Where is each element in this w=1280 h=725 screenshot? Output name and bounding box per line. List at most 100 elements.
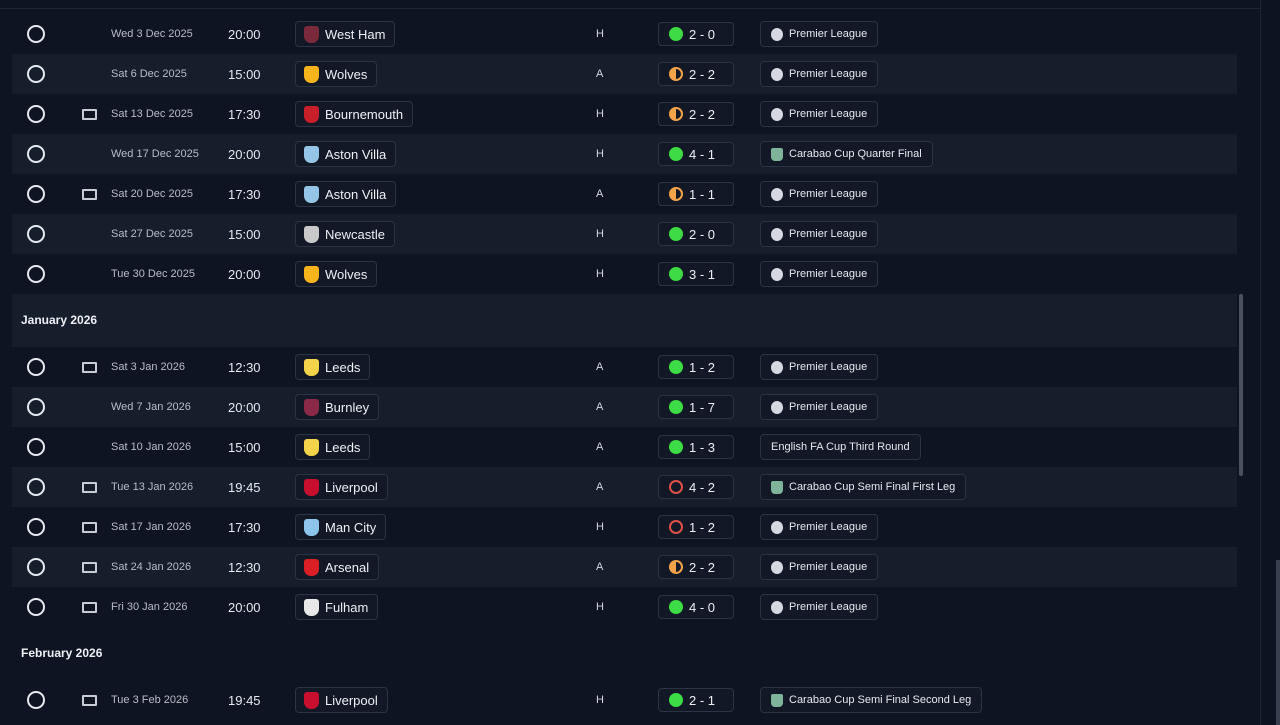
fixture-row[interactable]: Sat 6 Dec 2025 15:00 Wolves A 2 - 2 Premier L… xyxy=(12,54,1237,94)
select-cell[interactable] xyxy=(27,507,45,547)
fixture-row[interactable]: Sat 27 Dec 2025 15:00 Newcastle H 2 - 0 Premi… xyxy=(12,214,1237,254)
select-radio[interactable] xyxy=(27,225,45,243)
score-button[interactable]: 1 - 2 xyxy=(658,515,734,539)
select-radio[interactable] xyxy=(27,65,45,83)
score-cell[interactable]: 4 - 2 xyxy=(658,467,734,507)
competition-button[interactable]: Premier League xyxy=(760,181,879,207)
opponent-button[interactable]: Aston Villa xyxy=(295,141,397,167)
competition-cell[interactable]: Premier League xyxy=(760,507,879,547)
select-radio[interactable] xyxy=(27,265,45,283)
select-cell[interactable] xyxy=(27,94,45,134)
select-radio[interactable] xyxy=(27,691,45,709)
score-cell[interactable]: 1 - 2 xyxy=(658,507,734,547)
fixture-row[interactable]: Tue 13 Jan 2026 19:45 Liverpool A 4 - 2 Carab… xyxy=(12,467,1237,507)
opponent-button[interactable]: Leeds xyxy=(295,434,371,460)
score-cell[interactable]: 2 - 2 xyxy=(658,94,734,134)
opponent-button[interactable]: Wolves xyxy=(295,61,378,87)
select-cell[interactable] xyxy=(27,467,45,507)
select-cell[interactable] xyxy=(27,587,45,627)
score-cell[interactable]: 1 - 1 xyxy=(658,174,734,214)
select-radio[interactable] xyxy=(27,598,45,616)
fixture-row[interactable]: Wed 3 Dec 2025 20:00 West Ham H 2 - 0 Premier… xyxy=(12,14,1237,54)
select-radio[interactable] xyxy=(27,518,45,536)
competition-button[interactable]: Premier League xyxy=(760,101,879,127)
competition-button[interactable]: Premier League xyxy=(760,594,879,620)
select-cell[interactable] xyxy=(27,387,45,427)
select-cell[interactable] xyxy=(27,427,45,467)
opponent-button[interactable]: Fulham xyxy=(295,594,379,620)
opponent-cell[interactable]: Aston Villa xyxy=(295,134,397,174)
select-cell[interactable] xyxy=(27,134,45,174)
select-radio[interactable] xyxy=(27,105,45,123)
score-button[interactable]: 2 - 0 xyxy=(658,22,734,46)
scrollbar-thumb[interactable] xyxy=(1239,294,1243,476)
opponent-cell[interactable]: Newcastle xyxy=(295,214,395,254)
opponent-cell[interactable]: West Ham xyxy=(295,14,396,54)
select-cell[interactable] xyxy=(27,54,45,94)
competition-button[interactable]: Premier League xyxy=(760,261,879,287)
select-cell[interactable] xyxy=(27,214,45,254)
score-cell[interactable]: 3 - 1 xyxy=(658,254,734,294)
competition-cell[interactable]: Carabao Cup Quarter Final xyxy=(760,134,933,174)
competition-button[interactable]: Carabao Cup Semi Final First Leg xyxy=(760,474,967,500)
score-cell[interactable]: 1 - 2 xyxy=(658,347,734,387)
competition-cell[interactable]: Carabao Cup Semi Final Second Leg xyxy=(760,680,983,720)
competition-cell[interactable]: Premier League xyxy=(760,587,879,627)
select-cell[interactable] xyxy=(27,347,45,387)
competition-cell[interactable]: Premier League xyxy=(760,387,879,427)
score-cell[interactable]: 1 - 3 xyxy=(658,427,734,467)
score-button[interactable]: 4 - 1 xyxy=(658,142,734,166)
opponent-button[interactable]: Bournemouth xyxy=(295,101,414,127)
score-cell[interactable]: 4 - 1 xyxy=(658,134,734,174)
score-button[interactable]: 1 - 7 xyxy=(658,395,734,419)
competition-cell[interactable]: Premier League xyxy=(760,54,879,94)
score-cell[interactable]: 1 - 7 xyxy=(658,387,734,427)
select-cell[interactable] xyxy=(27,14,45,54)
select-radio[interactable] xyxy=(27,358,45,376)
select-radio[interactable] xyxy=(27,25,45,43)
competition-cell[interactable]: Premier League xyxy=(760,94,879,134)
select-radio[interactable] xyxy=(27,145,45,163)
competition-button[interactable]: Premier League xyxy=(760,221,879,247)
opponent-cell[interactable]: Aston Villa xyxy=(295,174,397,214)
fixture-row[interactable]: Tue 30 Dec 2025 20:00 Wolves H 3 - 1 Premier … xyxy=(12,254,1237,294)
fixture-row[interactable]: Wed 17 Dec 2025 20:00 Aston Villa H 4 - 1 Car… xyxy=(12,134,1237,174)
score-cell[interactable]: 2 - 0 xyxy=(658,214,734,254)
select-radio[interactable] xyxy=(27,478,45,496)
score-button[interactable]: 4 - 0 xyxy=(658,595,734,619)
select-cell[interactable] xyxy=(27,174,45,214)
competition-cell[interactable]: English FA Cup Third Round xyxy=(760,427,921,467)
opponent-cell[interactable]: Leeds xyxy=(295,427,371,467)
competition-button[interactable]: Premier League xyxy=(760,514,879,540)
competition-button[interactable]: Premier League xyxy=(760,554,879,580)
opponent-button[interactable]: Arsenal xyxy=(295,554,380,580)
score-cell[interactable]: 2 - 1 xyxy=(658,680,734,720)
opponent-cell[interactable]: Liverpool xyxy=(295,467,388,507)
competition-button[interactable]: English FA Cup Third Round xyxy=(760,434,921,460)
score-button[interactable]: 1 - 3 xyxy=(658,435,734,459)
fixture-row[interactable]: Wed 7 Jan 2026 20:00 Burnley A 1 - 7 Premier … xyxy=(12,387,1237,427)
opponent-cell[interactable]: Fulham xyxy=(295,587,379,627)
score-button[interactable]: 1 - 1 xyxy=(658,182,734,206)
opponent-button[interactable]: Wolves xyxy=(295,261,378,287)
score-button[interactable]: 2 - 2 xyxy=(658,555,734,579)
competition-button[interactable]: Carabao Cup Semi Final Second Leg xyxy=(760,687,983,713)
fixture-row[interactable]: Fri 30 Jan 2026 20:00 Fulham H 4 - 0 Premier … xyxy=(12,587,1237,627)
opponent-button[interactable]: Leeds xyxy=(295,354,371,380)
score-cell[interactable]: 2 - 2 xyxy=(658,547,734,587)
fixture-row[interactable]: Tue 3 Feb 2026 19:45 Liverpool H 2 - 1 Caraba… xyxy=(12,680,1237,720)
opponent-cell[interactable]: Wolves xyxy=(295,54,378,94)
fixture-row[interactable]: Sat 13 Dec 2025 17:30 Bournemouth H 2 - 2 Pre… xyxy=(12,94,1237,134)
competition-button[interactable]: Premier League xyxy=(760,21,879,47)
opponent-button[interactable]: Liverpool xyxy=(295,474,388,500)
fixture-row[interactable]: Sat 20 Dec 2025 17:30 Aston Villa A 1 - 1 Pre… xyxy=(12,174,1237,214)
opponent-button[interactable]: Burnley xyxy=(295,394,380,420)
score-button[interactable]: 2 - 0 xyxy=(658,222,734,246)
score-button[interactable]: 2 - 1 xyxy=(658,688,734,712)
select-cell[interactable] xyxy=(27,547,45,587)
score-button[interactable]: 1 - 2 xyxy=(658,355,734,379)
opponent-cell[interactable]: Liverpool xyxy=(295,680,388,720)
competition-button[interactable]: Premier League xyxy=(760,354,879,380)
score-cell[interactable]: 4 - 0 xyxy=(658,587,734,627)
opponent-button[interactable]: West Ham xyxy=(295,21,396,47)
